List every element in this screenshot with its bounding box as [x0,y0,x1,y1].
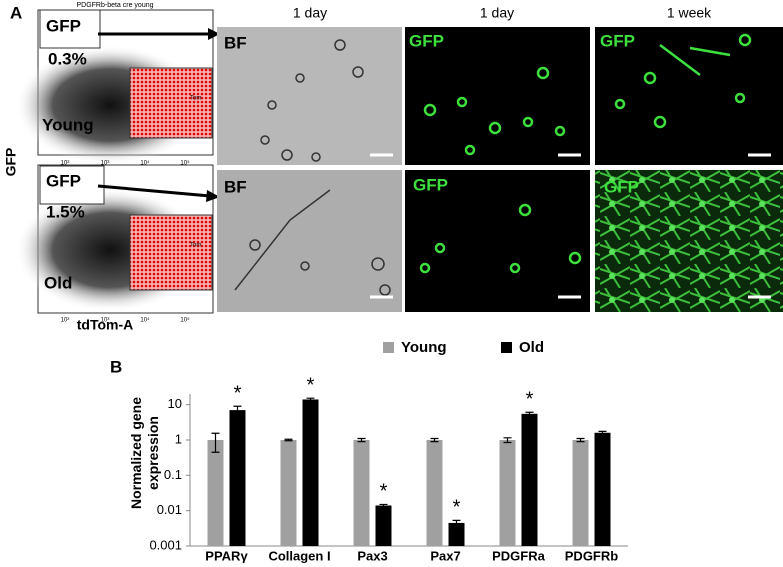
x-tick-label: PPARγ [205,548,248,563]
tom-gate [129,214,213,291]
flow-x-label: tdTom-A [77,317,134,333]
legend-swatch [501,342,512,353]
gfp-image [405,27,590,165]
cells [419,33,752,274]
flow-title: PDGFRb-beta cre young [76,2,153,9]
legend-label: Old [519,339,544,356]
error-bar [306,397,315,402]
significance-marker: * [234,383,242,405]
column-header: 1 week [667,5,712,21]
group-label: Old [44,273,72,292]
error-bar [357,437,366,443]
x-tick-label: Pax7 [430,548,460,563]
gfp-image [405,170,590,312]
image-label: BF [224,33,247,52]
bar [353,439,370,546]
gate-percent: 0.3% [48,49,87,68]
legend-label: Young [401,339,447,356]
panel-label: A [10,3,22,22]
flow-tick-label: 10⁴ [140,317,150,324]
image-label: GFP [604,177,639,196]
bar [375,505,392,546]
x-tick-label: PDGFRb [565,548,619,563]
scale-bars [370,153,771,299]
group-label: Young [42,115,94,134]
error-bar [233,405,242,416]
y-tick-label: 0.001 [149,537,182,552]
image-label: GFP [409,31,444,50]
error-bar [503,437,512,444]
gfp-gate [39,9,101,49]
gfp-image [595,27,783,165]
flow-tick-label: 10⁵ [180,317,190,324]
significance-marker: * [307,374,315,396]
tom-label: Tom [190,243,201,249]
error-bar [430,437,439,443]
error-bar [284,438,293,442]
error-bar [379,503,388,508]
bf-image [217,27,402,165]
image-label: GFP [600,31,635,50]
bar [207,439,224,546]
bar [229,410,246,546]
bf-image [217,170,402,312]
bar [302,399,319,546]
significance-marker: * [526,389,534,411]
significance-marker: * [453,497,461,519]
y-tick-label: 1 [175,431,182,446]
arrow-head [208,28,220,40]
y-axis-title: Normalized gene expression [128,396,161,510]
image-label: GFP [413,175,448,194]
tom-label: Tom [190,96,201,102]
bar [499,439,516,546]
error-bar [576,437,585,443]
x-tick-label: Collagen I [268,548,330,563]
bar [572,439,589,546]
x-tick-label: Pax3 [357,548,387,563]
panel-label: B [110,357,122,376]
error-bar [211,432,220,453]
gate-percent: 1.5% [46,202,85,221]
flow-tick-label: 10⁵ [180,160,190,167]
bar [280,439,297,546]
gfp-gate [39,165,105,205]
error-bar [598,430,607,435]
y-tick-label: 0.01 [157,502,182,517]
significance-marker: * [380,481,388,503]
flow-tick-label: 10⁴ [140,160,150,167]
y-tick-label: 10 [168,396,182,411]
bar [426,439,443,546]
arrow-head [206,190,220,202]
bar [594,432,611,546]
error-bar [525,411,534,417]
column-header: 1 day [293,5,327,21]
bar [521,413,538,546]
y-tick-label: 0.1 [164,467,182,482]
flow-y-label: GFP [3,148,19,177]
flow-tick-label: 10² [61,318,70,324]
tom-gate [129,67,213,139]
gfp-image [595,170,783,312]
error-bar [452,519,461,527]
bar [448,522,465,546]
flow-tick-label: 10³ [101,318,110,324]
column-header: 1 day [480,5,514,21]
gate-label: GFP [46,171,81,190]
flow-tick-label: 10² [61,161,70,167]
image-label: BF [224,177,247,196]
arrow [97,184,211,198]
flow-tick-label: 10³ [101,161,110,167]
cells [234,39,391,296]
gate-label: GFP [46,16,81,35]
x-tick-label: PDGFRa [492,548,546,563]
legend-swatch [383,342,394,353]
